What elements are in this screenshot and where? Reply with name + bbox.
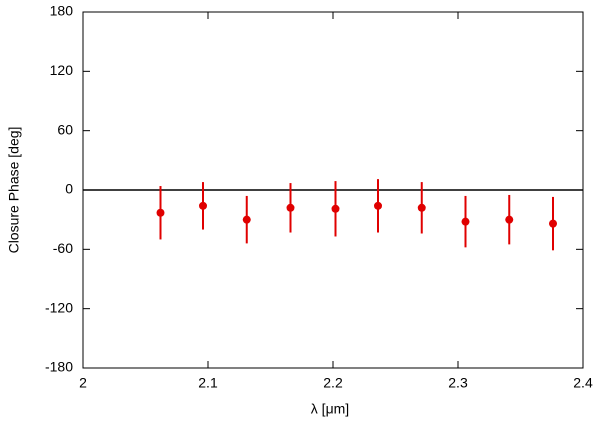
x-tick-label: 2 [79,375,87,391]
x-tick-label: 2.3 [448,375,468,391]
y-tick-label: 180 [50,3,74,19]
y-tick-label: -60 [53,240,73,256]
data-point [461,217,470,226]
data-point [417,203,426,212]
data-point [242,215,251,224]
x-tick-label: 2.4 [573,375,593,391]
y-axis-label: Closure Phase [deg] [6,127,22,254]
data-point [286,203,295,212]
y-tick-label: 120 [50,62,74,78]
data-point [505,215,514,224]
x-tick-label: 2.2 [323,375,343,391]
data-point [331,204,340,213]
data-point [199,201,207,210]
x-tick-label: 2.1 [198,375,218,391]
x-axis-label: λ [μm] [311,401,349,417]
data-point [156,208,165,217]
data-point [374,201,382,210]
y-tick-label: -120 [45,299,73,315]
y-tick-label: 60 [57,121,73,137]
y-tick-label: 0 [65,181,73,197]
y-tick-label: -180 [45,359,73,375]
data-point [549,219,557,228]
plot-frame [82,11,584,369]
